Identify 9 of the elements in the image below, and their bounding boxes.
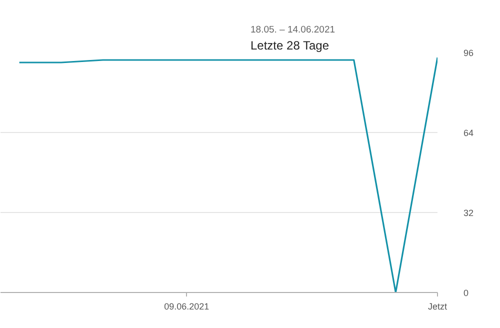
y-tick-label: 0 (464, 288, 469, 298)
y-tick-label: 64 (464, 128, 474, 138)
y-tick-label: 96 (464, 48, 474, 58)
line-series (18, 56, 438, 292)
y-tick-label: 32 (464, 208, 474, 218)
x-tick-label: 09.06.2021 (164, 302, 210, 312)
chart-title: Letzte 28 Tage (250, 38, 330, 52)
x-tick-label: Jetzt (428, 302, 448, 312)
chart-subtitle: 18.05. – 14.06.2021 (250, 24, 336, 36)
